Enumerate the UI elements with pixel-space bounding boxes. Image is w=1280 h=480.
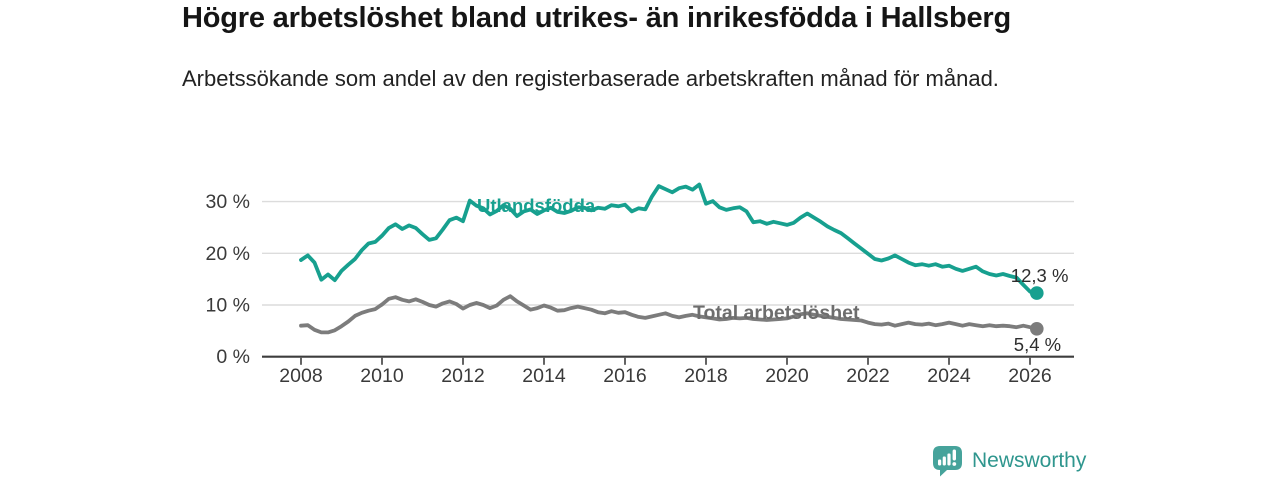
x-tick-label: 2012 xyxy=(441,365,484,387)
y-tick-label: 10 % xyxy=(206,295,250,317)
x-tick-label: 2014 xyxy=(522,365,566,387)
series-line-1 xyxy=(299,182,1039,296)
series-name-label-0: Total arbetslöshet xyxy=(693,302,860,324)
x-tick-label: 2020 xyxy=(765,365,809,387)
series-end-value-label-1: 12,3 % xyxy=(1011,265,1069,286)
x-tick-label: 2008 xyxy=(279,365,322,387)
series-end-dot-0 xyxy=(1030,322,1044,336)
y-tick-label: 30 % xyxy=(206,191,250,213)
series-end-value-label-0: 5,4 % xyxy=(1014,334,1061,355)
y-tick-label: 20 % xyxy=(206,243,250,265)
chart-title: Högre arbetslöshet bland utrikes- än inr… xyxy=(182,2,1011,34)
newsworthy-logo-text: Newsworthy xyxy=(972,449,1087,472)
newsworthy-logo[interactable]: Newsworthy xyxy=(932,445,1086,477)
chart-subtitle: Arbetssökande som andel av den registerb… xyxy=(182,66,999,91)
series-line-0 xyxy=(299,294,1039,335)
y-tick-label: 0 % xyxy=(216,346,250,368)
series-name-label-1: Utlandsfödda xyxy=(477,195,596,216)
bar-chart-speech-bubble-icon xyxy=(933,446,962,477)
x-tick-label: 2016 xyxy=(603,365,646,387)
series-end-dot-1 xyxy=(1030,286,1044,300)
x-tick-label: 2026 xyxy=(1008,365,1051,387)
x-tick-label: 2024 xyxy=(927,365,971,387)
x-tick-label: 2010 xyxy=(360,365,404,387)
x-tick-label: 2018 xyxy=(684,365,727,387)
x-tick-label: 2022 xyxy=(846,365,889,387)
